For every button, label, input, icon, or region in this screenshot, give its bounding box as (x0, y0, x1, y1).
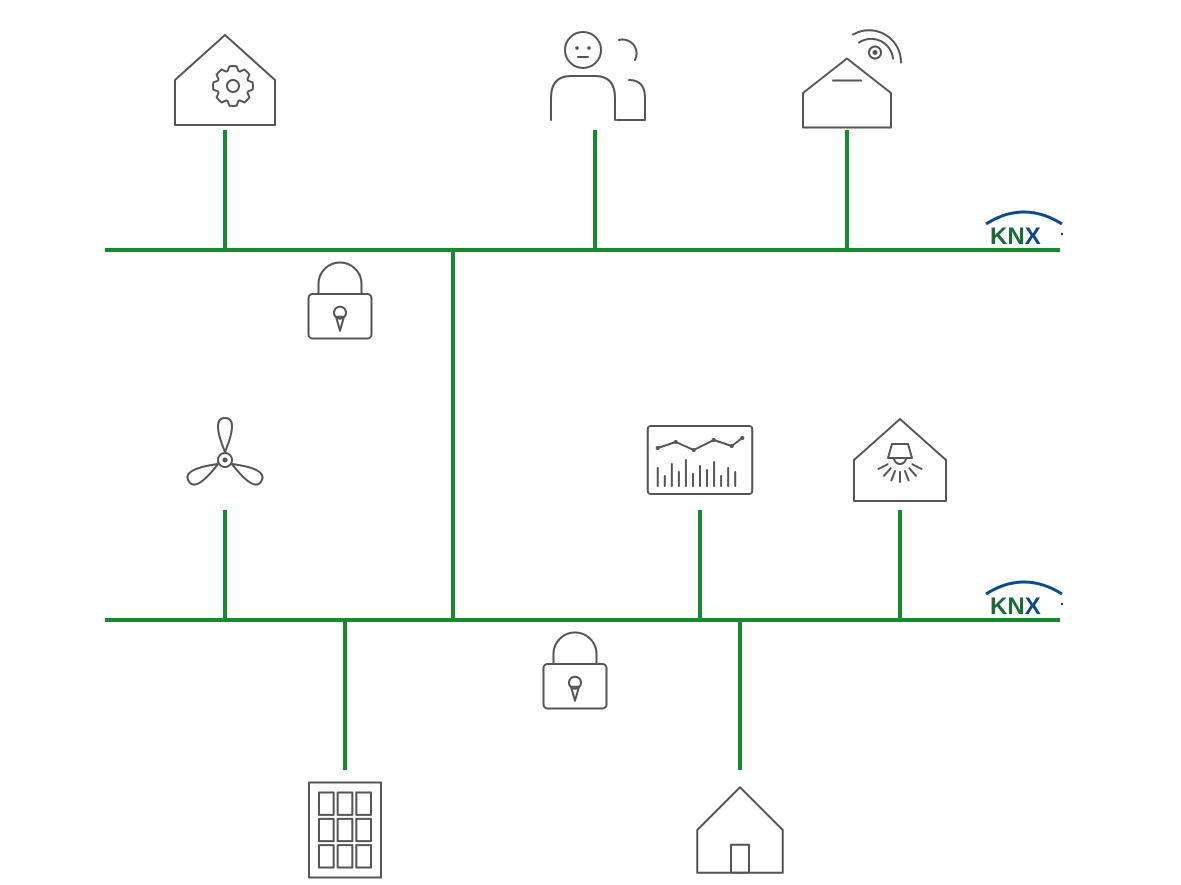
lock-top-icon (309, 263, 372, 339)
bus-lines (105, 130, 1060, 770)
building-icon (309, 783, 381, 878)
fan-icon (187, 418, 262, 485)
lock-bottom-icon (544, 633, 607, 709)
knx-logo: KNX (986, 212, 1063, 250)
gear-house-icon (175, 35, 275, 125)
knx-logo: KNX (986, 582, 1063, 620)
knx-topology-diagram: KNX KNX (0, 0, 1181, 885)
small-house-icon (697, 787, 783, 873)
knx-text: KNX (990, 223, 1041, 250)
light-house-icon (854, 419, 946, 501)
dashboard-monitor-icon (648, 426, 753, 494)
knx-text: KNX (990, 593, 1041, 620)
people-icon (551, 32, 645, 120)
sensor-house-icon (803, 30, 901, 127)
